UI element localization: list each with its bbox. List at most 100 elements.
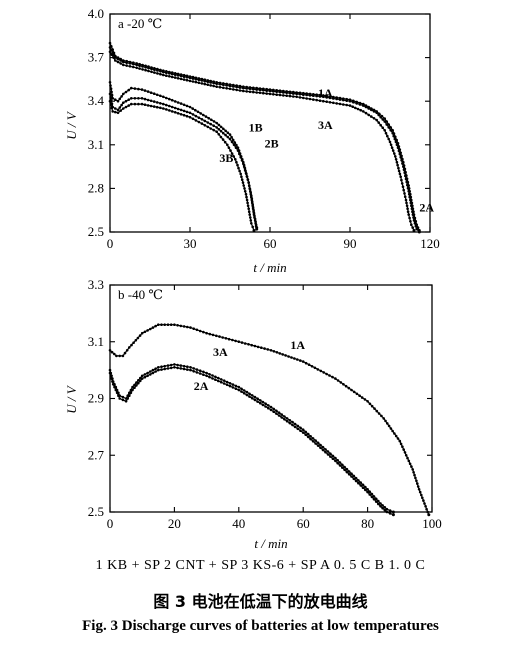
curve-label-1B: 1B — [249, 121, 263, 135]
data-point-2A — [415, 223, 419, 226]
data-point-2B — [109, 95, 112, 99]
data-point-2A — [391, 129, 395, 132]
data-point-3A — [124, 397, 128, 400]
data-point-3A — [185, 78, 189, 82]
data-point-1A — [221, 336, 224, 339]
data-point-2A — [264, 405, 267, 408]
data-point-3B — [168, 109, 171, 112]
data-point-3A — [381, 126, 385, 129]
data-point-2B — [248, 187, 252, 191]
data-point-3A — [212, 84, 215, 88]
data-point-3B — [185, 114, 189, 118]
data-point-3A — [399, 175, 403, 179]
data-point-2A — [269, 408, 273, 412]
data-point-2A — [342, 97, 345, 100]
data-point-3A — [411, 226, 415, 229]
data-point-2A — [305, 92, 309, 95]
data-point-1B — [236, 146, 240, 149]
data-point-1A — [402, 448, 406, 451]
data-point-3A — [343, 465, 346, 469]
data-point-2B — [120, 103, 123, 107]
data-point-2A — [237, 388, 241, 392]
data-point-2A — [383, 117, 387, 120]
data-point-3B — [109, 103, 113, 106]
data-point-3A — [238, 89, 242, 92]
figure-caption-english: Fig. 3 Discharge curves of batteries at … — [82, 618, 439, 634]
data-point-2A — [368, 493, 372, 496]
data-point-1A — [269, 349, 273, 352]
data-point-2A — [385, 120, 389, 123]
data-point-2B — [250, 194, 253, 197]
data-point-3A — [194, 80, 198, 84]
data-point-3B — [197, 120, 201, 124]
data-point-1A — [413, 473, 416, 477]
data-point-3A — [133, 383, 136, 387]
data-point-1A — [368, 402, 372, 406]
data-point-1A — [350, 388, 353, 392]
data-point-1A — [176, 324, 179, 327]
data-point-2A — [306, 435, 310, 439]
data-point-3B — [203, 124, 207, 127]
data-point-1A — [136, 336, 140, 340]
data-point-1A — [381, 118, 385, 121]
data-point-1A — [296, 358, 299, 361]
x-axis-title: t / min — [254, 536, 287, 551]
data-point-2A — [405, 174, 408, 177]
data-point-3A — [109, 371, 113, 375]
x-tick-label: 80 — [361, 516, 374, 531]
data-point-1A — [415, 479, 418, 483]
data-point-2A — [302, 91, 305, 95]
data-point-3B — [111, 110, 114, 113]
data-point-3A — [405, 204, 409, 208]
data-point-2A — [328, 95, 332, 98]
data-point-2A — [374, 500, 378, 503]
data-point-1B — [114, 98, 117, 101]
data-point-3A — [388, 509, 392, 512]
data-point-3A — [272, 407, 276, 411]
data-point-3A — [122, 63, 125, 67]
data-point-3A — [293, 422, 297, 426]
data-point-3A — [232, 88, 235, 91]
data-point-2A — [321, 448, 325, 452]
data-point-2A — [407, 187, 411, 190]
data-point-1B — [159, 94, 162, 98]
data-point-1A — [410, 465, 413, 468]
data-point-3A — [132, 65, 135, 69]
data-point-2A — [245, 393, 249, 397]
data-point-3A — [203, 82, 207, 86]
data-point-3A — [208, 373, 211, 376]
data-point-1A — [247, 343, 250, 346]
data-point-2B — [191, 113, 195, 116]
panel-label-b: b -40 ℃ — [118, 287, 163, 302]
data-point-2B — [253, 214, 256, 218]
data-point-3B — [219, 135, 223, 139]
data-point-3A — [305, 97, 309, 100]
data-point-3A — [390, 146, 394, 149]
data-point-1B — [202, 113, 205, 117]
data-point-3B — [162, 107, 165, 110]
data-point-2A — [343, 468, 346, 472]
data-point-3A — [299, 426, 302, 430]
data-point-3A — [321, 445, 325, 449]
data-point-3A — [205, 371, 208, 375]
data-point-3A — [361, 483, 365, 487]
data-point-2B — [212, 124, 215, 127]
data-point-3B — [244, 192, 248, 196]
data-point-3A — [400, 182, 404, 185]
data-point-3A — [265, 92, 269, 95]
data-point-3A — [182, 78, 186, 81]
data-point-2A — [402, 164, 406, 167]
data-point-3A — [111, 377, 114, 380]
data-point-3B — [242, 184, 245, 187]
data-point-2A — [370, 495, 374, 499]
data-point-3A — [319, 443, 322, 447]
data-point-3A — [234, 384, 238, 388]
data-point-2A — [362, 102, 365, 106]
data-point-2B — [244, 171, 248, 175]
data-point-3A — [151, 368, 155, 372]
data-point-3A — [166, 364, 170, 367]
data-point-2A — [354, 479, 358, 483]
data-point-2A — [231, 386, 235, 389]
data-point-2A — [217, 379, 220, 383]
data-point-1A — [422, 499, 425, 502]
